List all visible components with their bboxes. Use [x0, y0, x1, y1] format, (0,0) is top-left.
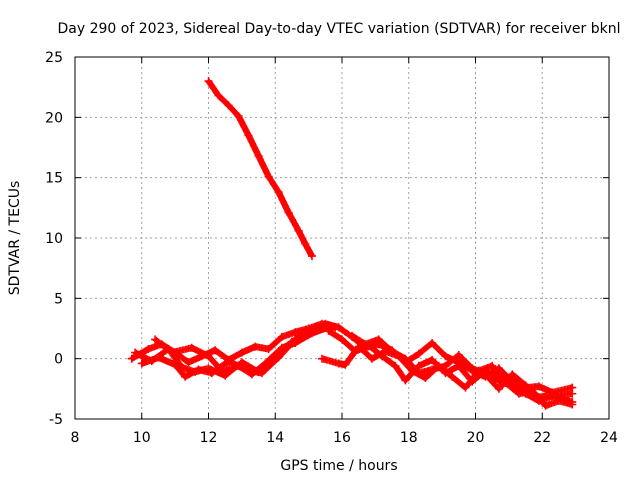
series-trace — [349, 333, 575, 406]
y-tick-label: 5 — [54, 291, 63, 307]
y-axis-label: SDTVAR / TECUs — [7, 181, 23, 296]
grid-lines — [75, 57, 609, 419]
x-tick-label: 8 — [71, 430, 80, 446]
x-tick-label: 24 — [600, 430, 618, 446]
y-tick-label: 15 — [45, 171, 63, 187]
y-tick-label: 10 — [45, 231, 63, 247]
y-tick-label: 0 — [54, 352, 63, 368]
series-9 — [348, 331, 577, 407]
x-tick-label: 18 — [400, 430, 418, 446]
chart-title: Day 290 of 2023, Sidereal Day-to-day VTE… — [58, 21, 621, 37]
x-tick-label: 14 — [266, 430, 284, 446]
x-tick-label: 12 — [200, 430, 218, 446]
series-trace — [205, 78, 315, 259]
axis-ticks: 8 10 12 14 16 18 20 22 24 -5 0 5 10 15 20 25 — [45, 50, 618, 446]
series-6 — [321, 319, 577, 397]
y-tick-label: 25 — [45, 50, 63, 66]
series-7 — [324, 326, 577, 405]
series-trace — [152, 324, 331, 377]
y-tick-label: -5 — [49, 412, 63, 428]
y-tick-label: 20 — [45, 110, 63, 126]
x-axis-label: GPS time / hours — [280, 458, 397, 474]
x-tick-label: 22 — [533, 430, 551, 446]
series-1 — [204, 77, 316, 261]
series-trace — [323, 320, 575, 396]
x-tick-label: 16 — [333, 430, 351, 446]
x-tick-label: 20 — [467, 430, 485, 446]
x-tick-label: 10 — [133, 430, 151, 446]
data-series — [127, 77, 577, 410]
